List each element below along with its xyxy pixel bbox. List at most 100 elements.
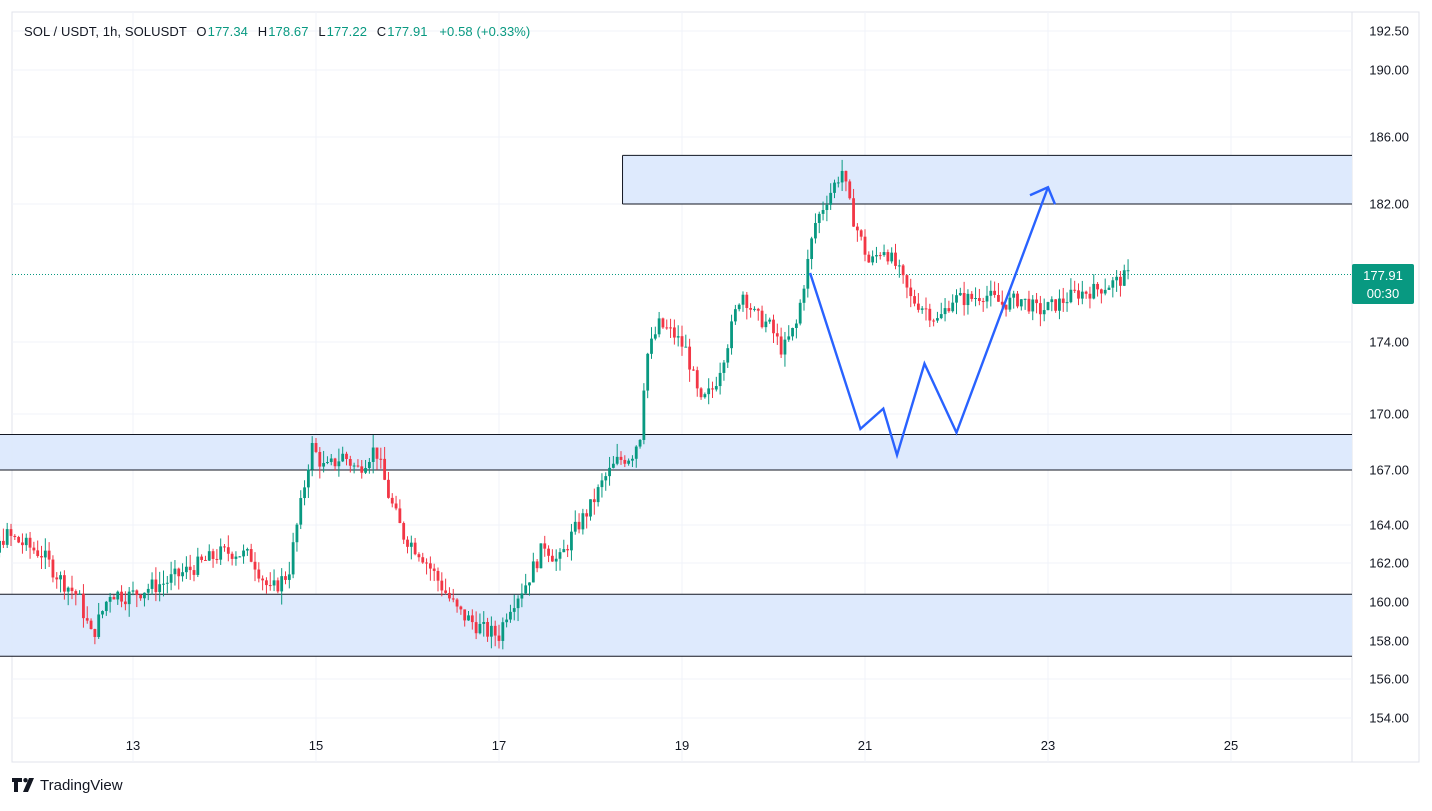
candle-body [341, 453, 345, 462]
candle-body [604, 476, 608, 481]
candle-body [417, 554, 421, 558]
y-tick-label: 170.00 [1369, 407, 1409, 422]
candle-body [768, 319, 772, 322]
candle-body [772, 319, 775, 334]
zone-box[interactable] [622, 155, 1352, 204]
candle-body [1050, 299, 1054, 303]
price-axis[interactable]: 154.00 156.00 158.00 160.00 162.00 164.00 167.… [1369, 24, 1409, 726]
candle-body [82, 593, 85, 619]
candle-body [791, 327, 794, 337]
candle-body [615, 456, 619, 464]
candle-body [977, 298, 981, 302]
candle-body [619, 456, 623, 460]
candle-body [733, 309, 737, 322]
low-value: 177.22 [326, 24, 368, 39]
candle-body [36, 550, 40, 557]
candle-body [1019, 299, 1023, 307]
candle-body [230, 553, 234, 559]
candle-body [951, 302, 955, 312]
zones [0, 154, 1352, 657]
projection-path [808, 185, 1057, 460]
candle-body [939, 314, 943, 319]
candle-body [181, 572, 184, 577]
candle-body [268, 585, 272, 587]
x-tick-label: 25 [1224, 738, 1238, 753]
candle-body [1088, 293, 1092, 299]
candle-body [204, 559, 207, 561]
candle-body [1107, 287, 1111, 290]
candle-body [291, 542, 295, 575]
candle-body [459, 606, 463, 610]
candle-body [245, 549, 249, 551]
candle-body [379, 458, 383, 460]
candle-body [85, 618, 89, 621]
candle-body [303, 487, 306, 499]
candle-body [958, 292, 962, 296]
candle-body [219, 546, 223, 560]
candle-body [284, 576, 287, 580]
candle-body [535, 561, 539, 569]
candle-body [436, 570, 440, 581]
candle-body [432, 568, 436, 571]
projection-line[interactable] [808, 186, 1050, 460]
open-value: 177.34 [207, 24, 248, 39]
candle-body [707, 388, 711, 395]
candle-body [89, 620, 93, 630]
candle-body [543, 543, 547, 549]
candle-body [322, 463, 326, 467]
candle-body [718, 372, 722, 387]
candle-body [653, 334, 657, 339]
candle-body [62, 575, 66, 592]
candle-body [600, 480, 604, 488]
candle-body [608, 467, 611, 477]
zone-box[interactable] [0, 434, 1352, 470]
candle-body [875, 255, 878, 257]
candle-body [997, 294, 1000, 302]
candles [0, 159, 1130, 650]
candle-body [200, 556, 204, 560]
candle-body [867, 254, 871, 263]
candle-body [28, 537, 32, 548]
candle-body [143, 592, 146, 599]
candle-body [474, 622, 478, 634]
candle-body [821, 210, 825, 214]
candle-body [692, 369, 695, 371]
candle-body [276, 580, 280, 592]
candle-body [871, 256, 875, 263]
candle-body [676, 336, 680, 338]
candle-body [448, 592, 451, 599]
candle-body [829, 192, 833, 205]
candle-body [817, 213, 821, 223]
candle-body [695, 370, 699, 389]
candle-body [108, 596, 112, 602]
candle-body [207, 551, 211, 561]
candle-body [32, 547, 36, 551]
candle-body [413, 542, 417, 555]
candle-body [364, 468, 367, 473]
candle-body [802, 288, 806, 303]
candle-body [295, 524, 299, 543]
candle-body [699, 388, 703, 398]
symbol-label[interactable]: SOL / USDT, 1h, SOLUSDT [24, 24, 187, 39]
candle-body [238, 556, 242, 558]
candle-body [352, 465, 356, 467]
candle-body [943, 308, 947, 315]
candle-body [242, 550, 245, 557]
candle-body [1058, 298, 1061, 311]
candle-body [139, 595, 143, 599]
candle-body [383, 458, 387, 480]
candle-body [398, 508, 402, 524]
time-axis[interactable]: 13 15 17 19 21 23 25 [126, 738, 1238, 753]
candle-body [581, 513, 585, 530]
candle-body [467, 615, 470, 621]
zone-box[interactable] [0, 594, 1352, 657]
candle-body [120, 591, 123, 602]
brand[interactable]: TradingView [12, 774, 123, 796]
candle-body [184, 566, 188, 573]
candle-body [684, 346, 688, 348]
candle-body [13, 535, 17, 538]
candle-body [783, 339, 787, 355]
candle-body [104, 601, 108, 612]
candle-body [66, 587, 70, 592]
